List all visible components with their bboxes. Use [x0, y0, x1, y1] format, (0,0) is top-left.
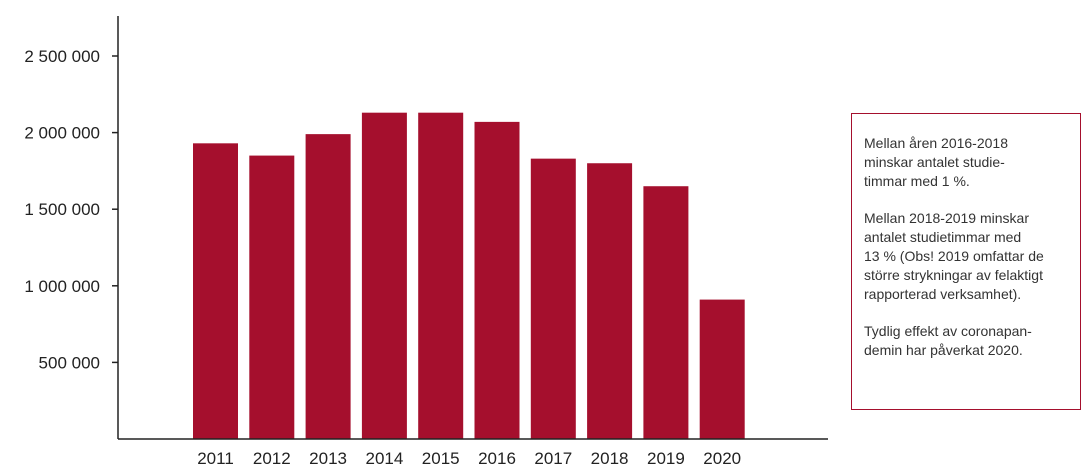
x-tick-label: 2014	[365, 449, 403, 468]
bar-2012	[249, 155, 295, 439]
note-paragraph-1: Mellan åren 2016-2018 minskar antalet st…	[864, 135, 1008, 189]
bar-2015	[418, 112, 464, 440]
annotation-box: Mellan åren 2016-2018 minskar antalet st…	[851, 113, 1081, 410]
y-tick-label: 1 000 000	[24, 277, 100, 296]
x-tick-label: 2017	[534, 449, 572, 468]
x-tick-label: 2011	[197, 449, 234, 468]
x-tick-label: 2018	[591, 449, 629, 468]
x-tick-label: 2016	[478, 449, 516, 468]
y-tick-label: 500 000	[39, 353, 100, 372]
note-paragraph-2: Mellan 2018-2019 minskar antalet studiet…	[864, 210, 1044, 302]
bar-2016	[474, 121, 520, 439]
x-axis-labels: 2011 2012 2013 2014 2015 2016 2017 2018 2019 2020	[197, 449, 741, 468]
y-tick-label: 2 000 000	[24, 124, 100, 143]
x-tick-label: 2020	[703, 449, 741, 468]
note-paragraph-3: Tydlig effekt av coronapan- demin har på…	[864, 323, 1032, 358]
bars	[193, 112, 745, 440]
bar-2019	[643, 186, 689, 439]
bar-2017	[530, 158, 576, 440]
x-tick-label: 2019	[647, 449, 685, 468]
x-tick-label: 2012	[253, 449, 291, 468]
x-tick-label: 2013	[309, 449, 347, 468]
bar-2013	[305, 134, 351, 439]
bar-2018	[587, 163, 633, 440]
y-tick-label: 1 500 000	[24, 200, 100, 219]
y-axis-ticks: 500 000 1 000 000 1 500 000 2 000 000 2 500 …	[24, 47, 118, 372]
bar-2011	[193, 143, 238, 439]
x-tick-label: 2015	[422, 449, 460, 468]
bar-2020	[699, 299, 745, 439]
bar-chart: 500 000 1 000 000 1 500 000 2 000 000 2 500 …	[24, 16, 828, 468]
bar-2014	[361, 112, 407, 440]
y-tick-label: 2 500 000	[24, 47, 100, 66]
